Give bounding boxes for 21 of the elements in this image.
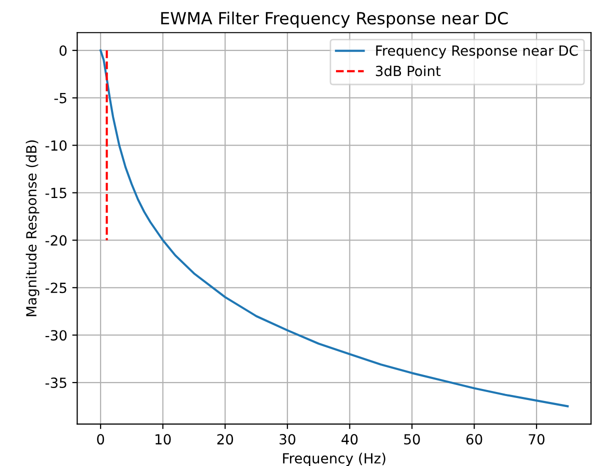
y-tick-label: -35 <box>45 378 66 388</box>
chart-title: EWMA Filter Frequency Response near DC <box>161 12 508 28</box>
x-tick-label: 60 <box>466 434 482 445</box>
legend-label: Frequency Response near DC <box>376 45 578 59</box>
x-tick-label: 30 <box>280 434 296 445</box>
y-tick-label: -25 <box>45 282 66 294</box>
x-axis-title: Frequency (Hz) <box>283 452 386 466</box>
x-tick-label: 40 <box>342 434 358 445</box>
y-tick-label: -5 <box>54 93 66 104</box>
y-axis-title: Magnitude Response (dB) <box>26 140 40 316</box>
y-tick-label: -30 <box>45 330 67 341</box>
x-tick-label: 70 <box>528 434 544 445</box>
x-tick-label: 50 <box>404 434 420 445</box>
y-tick-label: -15 <box>45 188 66 198</box>
x-tick-label: 0 <box>97 434 104 445</box>
x-tick-label: 20 <box>217 434 234 445</box>
y-tick-label: -20 <box>45 235 67 246</box>
y-tick-label: -10 <box>45 140 67 151</box>
y-tick-label: 0 <box>60 45 67 56</box>
x-tick-label: 10 <box>156 434 171 445</box>
legend-label: 3dB Point <box>376 66 441 76</box>
